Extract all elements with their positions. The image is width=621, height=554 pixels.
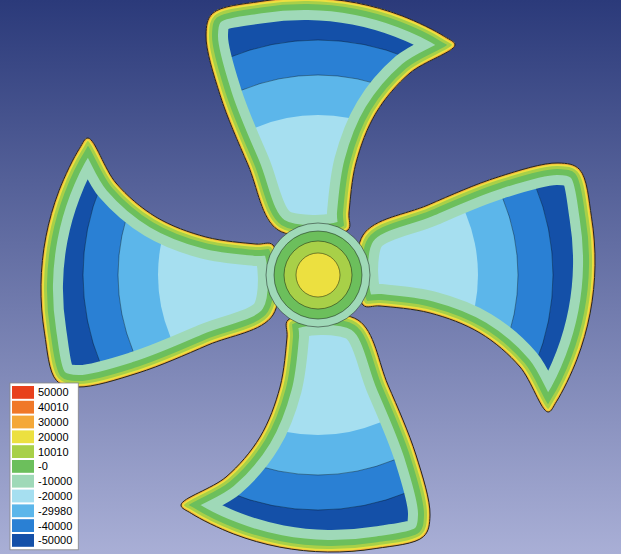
legend-label: 40010 [38, 401, 69, 413]
legend-swatch [12, 504, 34, 517]
edge-band [41, 138, 280, 387]
legend: 50000 40010 30000 20000 10010 -0 -10000 -20000 -… [10, 383, 78, 550]
blade-band [158, 115, 478, 435]
blade-outline [206, 0, 455, 237]
edge-band [356, 163, 595, 412]
legend-swatch [12, 401, 34, 414]
legend-label: 20000 [38, 431, 69, 443]
edge-band [206, 0, 455, 237]
blades [18, 0, 618, 554]
edge-band [356, 163, 595, 412]
edge-band [181, 313, 430, 552]
edge-band [181, 313, 430, 552]
legend-swatch [12, 490, 34, 503]
blade-band [83, 40, 553, 510]
edge-band [356, 163, 595, 412]
edge-band [181, 313, 430, 552]
blade-outline [41, 138, 280, 387]
edge-band [41, 138, 280, 387]
background [0, 0, 621, 554]
legend-swatch [12, 460, 34, 473]
edge-band [41, 138, 280, 387]
legend-label: -0 [38, 460, 48, 472]
edge-band [41, 0, 595, 552]
edge-band [206, 0, 455, 237]
edge-band [356, 163, 595, 412]
edge-band [41, 0, 595, 552]
blade-band [118, 75, 518, 475]
legend-swatch [12, 445, 34, 458]
edge-band [206, 0, 455, 237]
edge-band [206, 0, 455, 237]
legend-label: -50000 [38, 534, 72, 546]
legend-label: -29980 [38, 505, 72, 517]
legend-swatch [12, 475, 34, 488]
legend-swatch [12, 430, 34, 443]
legend-swatch [12, 519, 34, 532]
legend-label: -40000 [38, 520, 72, 532]
edge-band [356, 163, 595, 412]
legend-label: -20000 [38, 490, 72, 502]
hub-ring [284, 241, 352, 309]
edge-band [181, 313, 430, 552]
edge-band [41, 138, 280, 387]
blade-band [18, 0, 618, 554]
edge-band [181, 313, 430, 552]
hub-ring [296, 253, 340, 297]
legend-swatch [12, 386, 34, 399]
hub-ring [266, 223, 370, 327]
blade-outline [181, 313, 430, 552]
hub-ring [274, 231, 362, 319]
legend-swatch [12, 416, 34, 429]
legend-label: 30000 [38, 416, 69, 428]
legend-label: -10000 [38, 475, 72, 487]
edge-band [41, 0, 595, 552]
edge-band [41, 138, 280, 387]
blade-outline [356, 163, 595, 412]
edge-band [41, 0, 595, 552]
legend-box [10, 383, 78, 550]
edge-band [41, 0, 595, 552]
legend-swatch [12, 534, 34, 547]
legend-label: 50000 [38, 386, 69, 398]
chart: 50000 40010 30000 20000 10010 -0 -10000 -20000 -… [0, 0, 621, 554]
edge-band [206, 0, 455, 237]
legend-label: 10010 [38, 446, 69, 458]
